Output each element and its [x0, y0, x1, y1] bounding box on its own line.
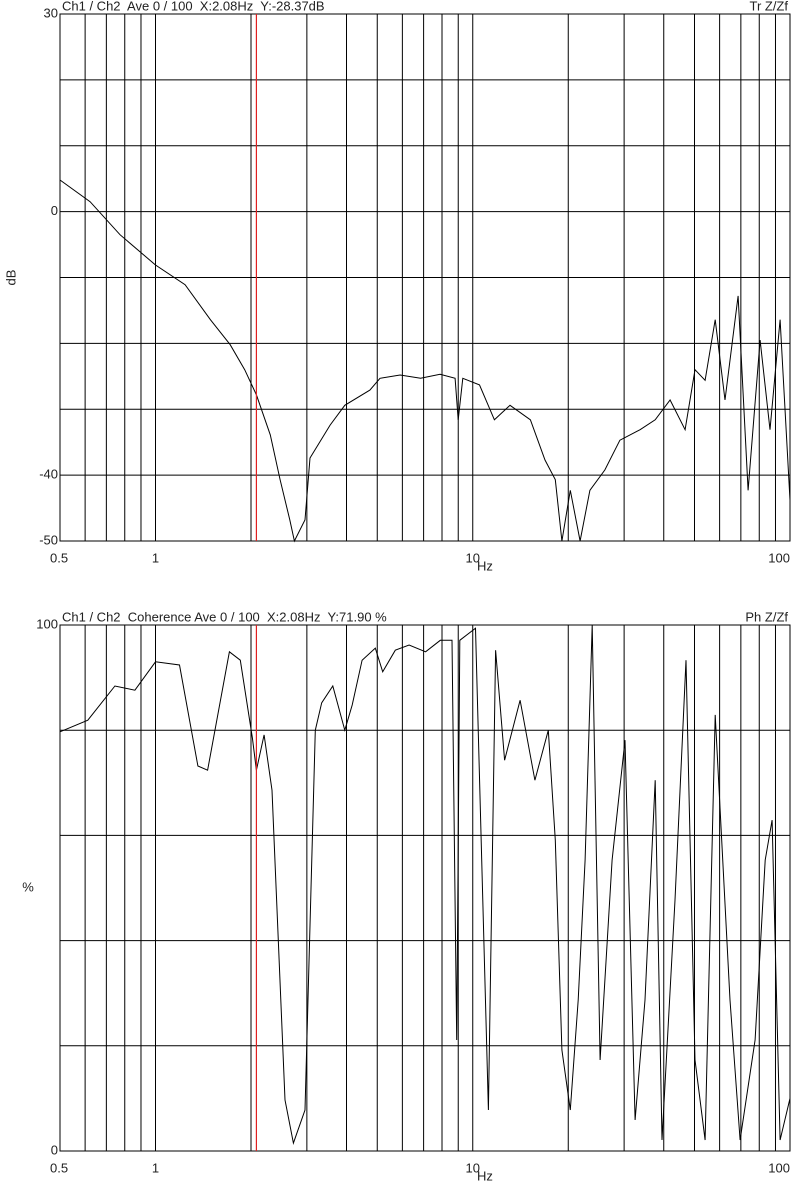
x-tick-label: 1 [152, 550, 159, 565]
data-line [59, 624, 791, 1146]
x-tick-label: 1 [152, 1160, 159, 1175]
x-axis-label: Hz [477, 558, 493, 573]
title-bg [61, 1, 361, 13]
y-tick-label: 30 [44, 5, 58, 20]
x-tick-label: 100 [768, 550, 790, 565]
plot-frame [59, 624, 791, 1152]
y-tick-label: 100 [36, 616, 58, 631]
y-axis-label: % [22, 879, 34, 894]
y-axis-label: dB [3, 270, 18, 286]
chart-title: Ch1 / Ch2 Coherence Ave 0 / 100 X:2.08Hz… [62, 609, 387, 624]
corner-label: Tr Z/Zf [749, 0, 788, 13]
y-tick-label: 0 [51, 1142, 58, 1157]
x-tick-label: 100 [768, 1160, 790, 1175]
x-axis-label: Hz [477, 1168, 493, 1183]
y-tick-label: -40 [39, 467, 58, 482]
data-line [59, 179, 791, 543]
x-tick-label: 10 [466, 550, 480, 565]
x-tick-label: 10 [466, 1160, 480, 1175]
x-tick-label: 0.5 [50, 550, 68, 565]
x-tick-label: 0.5 [50, 1160, 68, 1175]
y-tick-label: -50 [39, 532, 58, 547]
y-tick-label: 0 [51, 203, 58, 218]
corner-label: Ph Z/Zf [745, 609, 788, 624]
chart-title: Ch1 / Ch2 Ave 0 / 100 X:2.08Hz Y:-28.37d… [62, 0, 325, 13]
title-bg [61, 612, 361, 624]
